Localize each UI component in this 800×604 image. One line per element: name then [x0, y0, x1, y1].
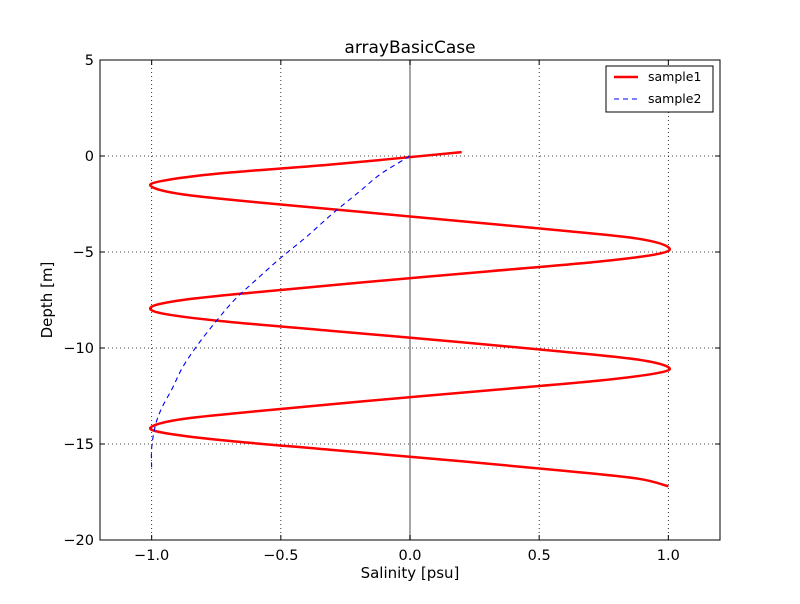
- x-tick-label: −0.5: [263, 548, 298, 564]
- y-tick-label: −20: [63, 533, 94, 549]
- series-layer: [148, 150, 672, 488]
- legend: sample1 sample2: [605, 65, 714, 113]
- chart-title: arrayBasicCase: [344, 38, 475, 58]
- x-tick-label: 0.5: [528, 548, 551, 564]
- legend-box: [605, 65, 714, 113]
- x-axis-label: Salinity [psu]: [361, 564, 460, 582]
- x-tick-label: 1.0: [657, 548, 680, 564]
- y-tick-label: 0: [85, 149, 94, 165]
- series-line-sample2: [150, 155, 411, 469]
- x-tick-label: −1.0: [134, 548, 169, 564]
- y-tick-label: −15: [63, 437, 94, 453]
- y-tick-label: −5: [73, 245, 94, 261]
- y-tick-label: −10: [63, 341, 94, 357]
- y-axis-label: Depth [m]: [38, 262, 56, 339]
- legend-label-sample2: sample2: [648, 91, 701, 106]
- legend-label-sample1: sample1: [648, 69, 701, 84]
- series-line-sample1: [148, 150, 672, 488]
- x-tick-label: 0.0: [398, 548, 421, 564]
- tick-layer: −1.0 −0.5 0.0 0.5 1.0 5 0 −5 −10 −15 −20: [63, 53, 720, 564]
- y-tick-label: 5: [85, 53, 94, 69]
